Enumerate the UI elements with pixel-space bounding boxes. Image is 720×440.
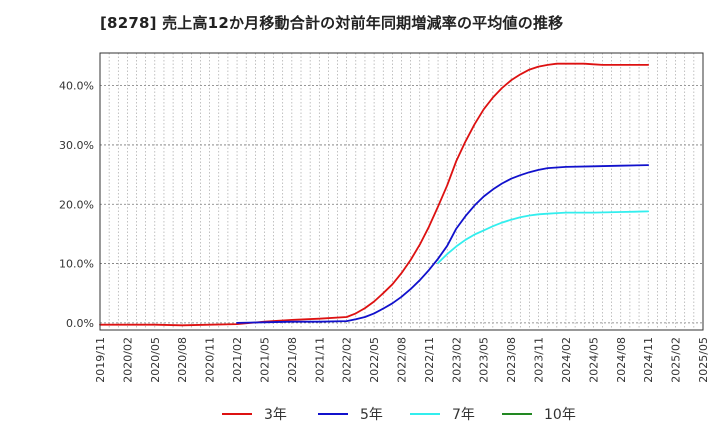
x-tick-label: 2020/05 bbox=[149, 337, 162, 383]
y-tick-label: 30.0% bbox=[59, 139, 94, 152]
x-tick-label: 2024/05 bbox=[587, 337, 600, 383]
series-lines bbox=[99, 62, 650, 327]
series-line-0 bbox=[99, 62, 650, 327]
y-tick-label: 10.0% bbox=[59, 258, 94, 271]
y-tick-label: 0.0% bbox=[66, 317, 94, 330]
x-tick-label: 2020/02 bbox=[121, 337, 134, 383]
x-tick-label: 2023/08 bbox=[505, 337, 518, 383]
x-tick-label: 2022/08 bbox=[396, 337, 409, 383]
x-tick-label: 2024/11 bbox=[642, 337, 655, 383]
x-tick-label: 2022/11 bbox=[423, 337, 436, 383]
y-tick-label: 40.0% bbox=[59, 80, 94, 93]
legend-label-2: 7年 bbox=[452, 407, 475, 423]
series-line-1 bbox=[236, 164, 650, 324]
x-tick-label: 2024/02 bbox=[560, 337, 573, 383]
legend-label-0: 3年 bbox=[264, 407, 287, 423]
x-tick-label: 2023/02 bbox=[450, 337, 463, 383]
series-line-2 bbox=[437, 210, 650, 264]
x-tick-label: 2023/05 bbox=[478, 337, 491, 383]
x-tick-label: 2021/02 bbox=[231, 337, 244, 383]
x-tick-label: 2022/02 bbox=[341, 337, 354, 383]
grid bbox=[99, 53, 704, 330]
y-axis-ticks: 0.0% 10.0% 20.0% 30.0% 40.0% bbox=[59, 80, 94, 330]
x-tick-label: 2020/11 bbox=[204, 337, 217, 383]
legend-label-3: 10年 bbox=[544, 407, 576, 423]
x-tick-label: 2021/08 bbox=[286, 337, 299, 383]
x-tick-label: 2020/08 bbox=[176, 337, 189, 383]
x-tick-label: 2021/11 bbox=[313, 337, 326, 383]
legend: 3年 5年 7年 10年 bbox=[222, 407, 576, 423]
x-tick-label: 2023/11 bbox=[533, 337, 546, 383]
x-axis-ticks: 2019/11 2020/02 2020/05 2020/08 2020/11 2021/… bbox=[94, 337, 710, 383]
x-tick-label: 2019/11 bbox=[94, 337, 107, 383]
x-tick-label: 2021/05 bbox=[258, 337, 271, 383]
legend-label-1: 5年 bbox=[360, 407, 383, 423]
plot-frame bbox=[99, 52, 704, 331]
x-tick-label: 2024/08 bbox=[615, 337, 628, 383]
y-tick-label: 20.0% bbox=[59, 198, 94, 211]
chart-title: [8278] 売上高12か月移動合計の対前年同期増減率の平均値の推移 bbox=[100, 14, 564, 32]
x-tick-label: 2022/05 bbox=[368, 337, 381, 383]
x-tick-label: 2025/05 bbox=[697, 337, 710, 383]
x-tick-label: 2025/02 bbox=[670, 337, 683, 383]
